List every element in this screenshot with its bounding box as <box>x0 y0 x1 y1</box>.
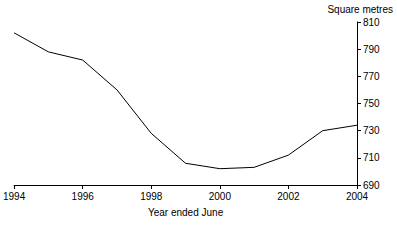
svg-text:Year ended June: Year ended June <box>148 207 224 218</box>
svg-text:1996: 1996 <box>72 191 95 202</box>
svg-text:2004: 2004 <box>346 191 369 202</box>
svg-text:730: 730 <box>363 125 380 136</box>
svg-text:2000: 2000 <box>209 191 232 202</box>
svg-text:1998: 1998 <box>140 191 163 202</box>
svg-text:Square metres: Square metres <box>327 4 393 15</box>
svg-text:750: 750 <box>363 98 380 109</box>
svg-text:790: 790 <box>363 44 380 55</box>
svg-text:1994: 1994 <box>3 191 26 202</box>
svg-text:690: 690 <box>363 180 380 191</box>
svg-text:770: 770 <box>363 71 380 82</box>
svg-text:810: 810 <box>363 17 380 28</box>
svg-text:2002: 2002 <box>277 191 300 202</box>
svg-text:710: 710 <box>363 152 380 163</box>
